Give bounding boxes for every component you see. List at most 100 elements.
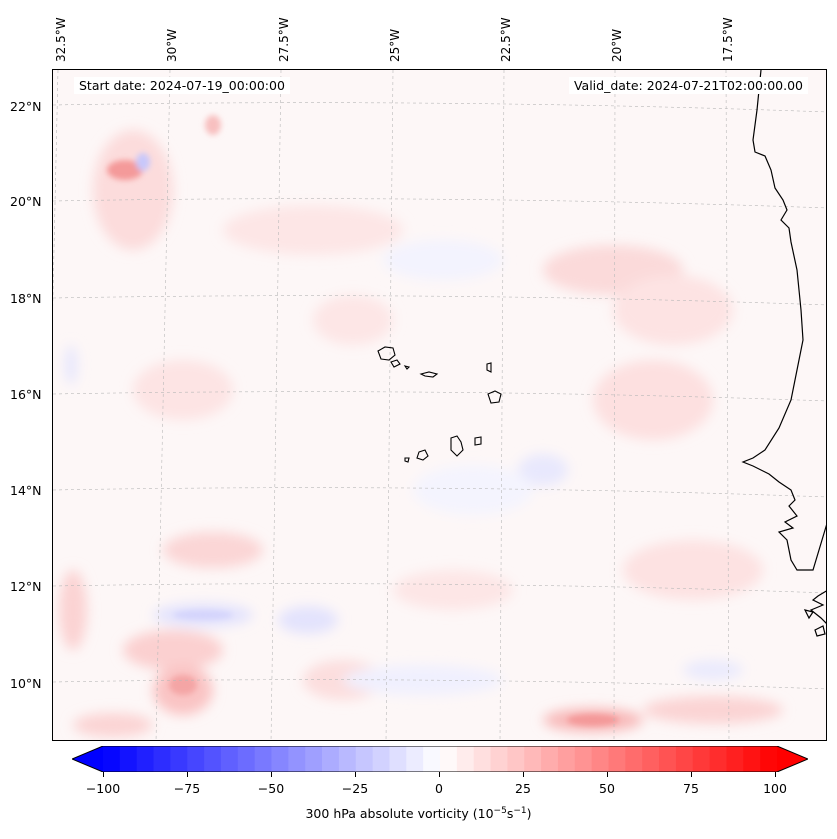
- cb-tickmark: [439, 772, 440, 777]
- colorbar-extend-min: [72, 746, 103, 772]
- colorbar-label-close: ): [526, 806, 532, 822]
- colorbar-level: [372, 746, 391, 772]
- colorbar-level: [423, 746, 441, 772]
- neg-core: [136, 153, 150, 171]
- colorbar-level: [490, 746, 508, 772]
- island-boa-vista: [487, 390, 502, 404]
- cb-tick-label: 100: [763, 781, 787, 796]
- colorbar-level: [153, 746, 171, 772]
- colorbar-level: [524, 746, 542, 772]
- start-date-label: Start date: 2024-07-19_00:00:00: [74, 77, 290, 94]
- colorbar-level: [305, 746, 323, 772]
- cb-tickmark: [607, 772, 608, 777]
- pos-core: [169, 675, 197, 695]
- africa-coast-south: [809, 590, 826, 624]
- colorbar-level: [557, 746, 576, 772]
- pos-patch: [643, 696, 783, 724]
- neg-patch: [343, 665, 503, 695]
- cb-tickmark: [523, 772, 524, 777]
- colorbar-level: [709, 746, 728, 772]
- neg-core: [173, 610, 233, 620]
- pos-core: [107, 160, 143, 180]
- colorbar-level: [288, 746, 306, 772]
- cb-tick-label: −75: [173, 781, 201, 796]
- island-brava: [404, 457, 410, 463]
- meridian: [613, 70, 616, 740]
- colorbar-label-unit: s: [506, 806, 514, 822]
- colorbar-level: [507, 746, 525, 772]
- meridian: [499, 70, 505, 740]
- colorbar-level: [254, 746, 273, 772]
- pos-patch: [73, 713, 153, 737]
- parallel: [53, 583, 826, 594]
- valid-date-label: Valid_date: 2024-07-21T02:00:00.00: [568, 77, 808, 94]
- neg-patch: [518, 454, 568, 486]
- colorbar-level: [692, 746, 711, 772]
- neg-patch: [683, 660, 743, 680]
- colorbar-level: [187, 746, 205, 772]
- parallel: [53, 198, 826, 209]
- graticule: [53, 70, 826, 740]
- colorbar: [72, 746, 808, 772]
- africa-coast-islands: [803, 609, 826, 637]
- parallel: [53, 391, 826, 402]
- colorbar-level: [338, 746, 357, 772]
- cb-tick-label: 25: [515, 781, 531, 796]
- cb-tick-label: 50: [599, 781, 615, 796]
- colorbar-label-exponent: −1: [513, 806, 527, 816]
- island-sal: [486, 362, 492, 373]
- colorbar-level: [743, 746, 761, 772]
- colorbar-level: [103, 746, 121, 772]
- colorbar-level: [473, 746, 492, 772]
- pos-patch: [393, 570, 513, 610]
- colorbar-level: [456, 746, 475, 772]
- pos-patch: [593, 360, 713, 440]
- lat-label-22n: 22°N: [10, 99, 42, 114]
- lat-label-20n: 20°N: [10, 194, 42, 209]
- colorbar-level: [642, 746, 660, 772]
- colorbar-level: [237, 746, 256, 772]
- pos-patch: [613, 275, 733, 345]
- meridian: [725, 70, 730, 740]
- colorbar-level: [675, 746, 694, 772]
- pos-patch: [313, 295, 393, 345]
- cape-verde-islands: [377, 346, 502, 463]
- lon-label-17-5w: 17.5°W: [721, 17, 735, 62]
- colorbar-level: [136, 746, 155, 772]
- island-santiago: [450, 435, 464, 457]
- pos-core: [567, 714, 619, 726]
- lat-label-16n: 16°N: [10, 387, 42, 402]
- colorbar-level: [760, 746, 778, 772]
- colorbar-level: [574, 746, 593, 772]
- cb-tick-label: 75: [683, 781, 699, 796]
- lat-label-12n: 12°N: [10, 579, 42, 594]
- neg-patch: [383, 240, 503, 280]
- parallel: [53, 487, 826, 498]
- pos-patch: [133, 360, 233, 420]
- cb-tickmark: [775, 772, 776, 777]
- colorbar-label-exponent: −5: [493, 806, 507, 816]
- colorbar-level: [625, 746, 643, 772]
- pos-patch: [93, 130, 173, 250]
- cb-tick-label: −100: [85, 781, 121, 796]
- pos-patch: [623, 540, 763, 600]
- colorbar-level: [389, 746, 407, 772]
- vorticity-field: [53, 70, 826, 740]
- colorbar-label-text: 300 hPa absolute vorticity (10: [305, 806, 494, 822]
- colorbar-level: [440, 746, 458, 772]
- cb-tickmark: [187, 772, 188, 777]
- pos-core: [205, 115, 221, 135]
- lon-label-30w: 30°W: [165, 28, 179, 62]
- colorbar-extend-max: [777, 746, 808, 772]
- lon-label-25w: 25°W: [388, 28, 402, 62]
- cb-tickmark: [691, 772, 692, 777]
- cb-tick-label: 0: [435, 781, 443, 796]
- island-santa-luzia: [403, 365, 411, 370]
- pos-patch: [163, 532, 263, 568]
- neg-patch: [413, 465, 533, 515]
- lon-label-22-5w: 22.5°W: [499, 17, 513, 62]
- vorticity-cores: [107, 115, 619, 726]
- meridian: [385, 70, 394, 740]
- colorbar-level: [726, 746, 744, 772]
- island-maio: [474, 436, 482, 446]
